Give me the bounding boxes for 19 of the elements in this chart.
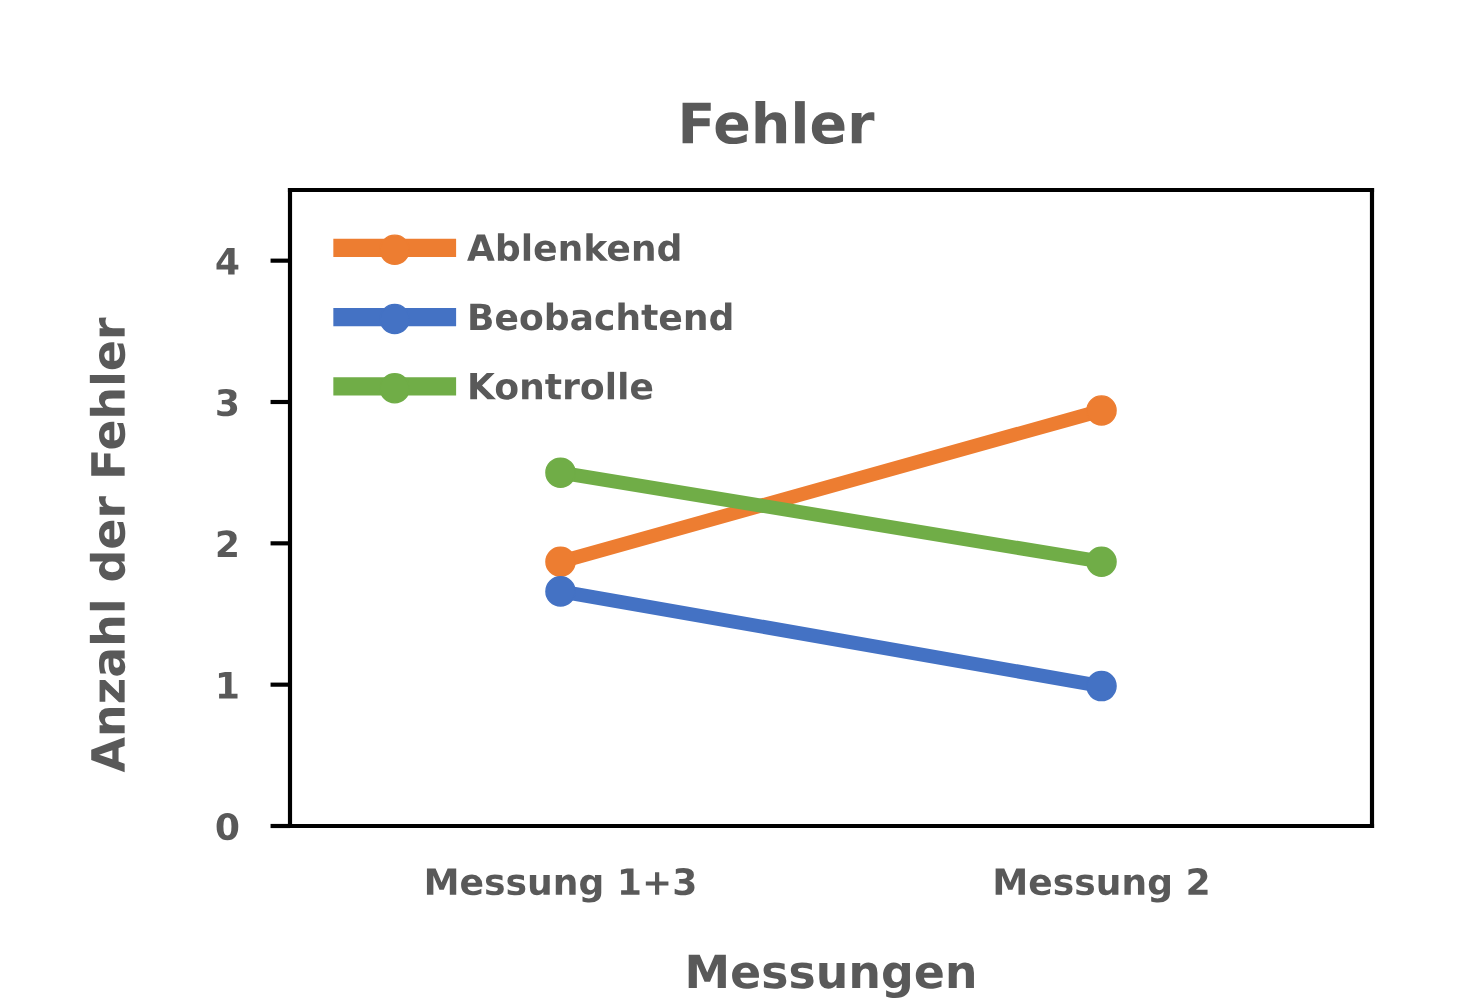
point (1086, 546, 1117, 577)
chart-title: Fehler (682, 101, 875, 145)
legend-label: Beobachtend (470, 302, 732, 331)
x-tick-label: Messung 1+3 (426, 868, 695, 903)
x-tick-label: Messung 2 (995, 868, 1208, 903)
y-axis-title: Anzahl der Fehler (89, 317, 126, 773)
y-tick-label: 3 (217, 388, 238, 417)
y-tick-label: 0 (216, 812, 239, 841)
point (545, 576, 576, 607)
point (545, 546, 576, 577)
point (1086, 670, 1117, 702)
y-tick-label: 1 (218, 672, 238, 699)
y-tick-label: 2 (217, 530, 237, 558)
point (545, 457, 576, 488)
y-tick-label: 4 (216, 248, 239, 275)
x-axis-title: Messungen (688, 954, 974, 998)
point (1086, 395, 1117, 426)
legend-label: Kontrolle (470, 371, 653, 400)
legend-label: Ablenkend (467, 233, 680, 262)
